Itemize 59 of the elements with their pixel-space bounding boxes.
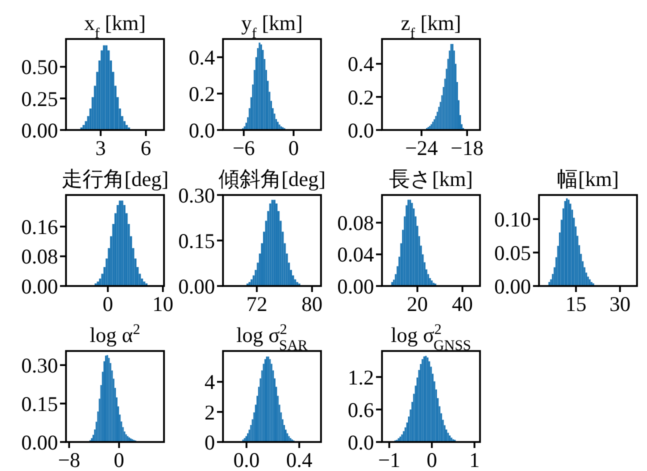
- chart-title: x$_{f}$ [km]: [84, 11, 146, 42]
- y-tick-label: 0.00: [21, 430, 58, 454]
- x-tick-label: 3: [95, 136, 106, 160]
- x-tick-label: 6: [140, 136, 152, 160]
- y-tick-label: 0.00: [21, 118, 58, 142]
- y-tick-label: 0.30: [178, 183, 215, 208]
- x-tick-label: 30: [609, 292, 630, 316]
- chart-title: log α$^{2}$: [90, 322, 140, 347]
- x-tick-label: 0: [102, 292, 114, 316]
- y-tick-label: 0.25: [21, 86, 58, 111]
- y-tick-label: 2: [204, 400, 215, 424]
- y-tick-label: 0.08: [337, 211, 374, 236]
- y-tick-label: 0.00: [178, 274, 215, 298]
- y-tick-label: 0.15: [21, 392, 58, 416]
- y-tick-label: 0.50: [21, 55, 58, 80]
- y-tick-label: 0.15: [178, 228, 215, 253]
- x-tick-label: −8: [58, 448, 80, 471]
- y-tick-label: 4: [204, 370, 216, 394]
- x-tick-label: 72: [246, 292, 268, 316]
- chart-title: 走行角[deg]: [61, 167, 169, 191]
- y-tick-label: 0.2: [188, 82, 215, 106]
- y-tick-label: 0.00: [21, 274, 58, 298]
- y-tick-label: 0.4: [188, 46, 216, 70]
- x-tick-label: −6: [232, 136, 255, 160]
- y-tick-label: 0.08: [21, 244, 58, 269]
- y-tick-label: 0.04: [337, 242, 374, 267]
- x-tick-label: 10: [152, 292, 174, 316]
- y-tick-label: 0.2: [348, 85, 374, 110]
- x-tick-label: −24: [405, 136, 438, 160]
- x-tick-label: −1: [378, 448, 400, 471]
- y-tick-label: 0.05: [494, 240, 531, 265]
- x-tick-label: 0.0: [233, 448, 260, 471]
- y-tick-label: 0.6: [348, 398, 374, 422]
- x-tick-label: 40: [452, 292, 473, 316]
- y-tick-label: 0: [204, 430, 215, 454]
- y-tick-label: 0.0: [348, 430, 374, 454]
- y-tick-label: 0.4: [348, 52, 374, 76]
- x-tick-label: −18: [450, 136, 484, 160]
- y-tick-label: 0.0: [348, 118, 374, 142]
- y-tick-label: 1.2: [348, 365, 374, 390]
- y-tick-label: 0.10: [494, 207, 531, 232]
- x-tick-label: 15: [565, 292, 586, 316]
- x-tick-label: 20: [406, 292, 428, 316]
- chart-title: z$_{f}$ [km]: [400, 11, 462, 42]
- x-tick-label: 0: [426, 448, 438, 471]
- x-tick-label: 1: [469, 448, 480, 471]
- x-tick-label: 80: [302, 292, 323, 316]
- chart-title: 傾斜角[deg]: [218, 167, 326, 191]
- x-tick-label: 0: [288, 136, 299, 160]
- y-tick-label: 0.0: [188, 118, 215, 142]
- chart-title: 長さ[km]: [389, 167, 473, 191]
- y-tick-label: 0.30: [21, 353, 58, 378]
- x-tick-label: 0.4: [286, 448, 313, 471]
- y-tick-label: 0.16: [21, 214, 58, 239]
- x-tick-label: 0: [114, 448, 124, 471]
- chart-title: 幅[km]: [557, 167, 619, 191]
- y-tick-label: 0.00: [337, 274, 374, 298]
- chart-title: y$_{f}$ [km]: [241, 11, 303, 42]
- y-tick-label: 0.00: [494, 274, 531, 298]
